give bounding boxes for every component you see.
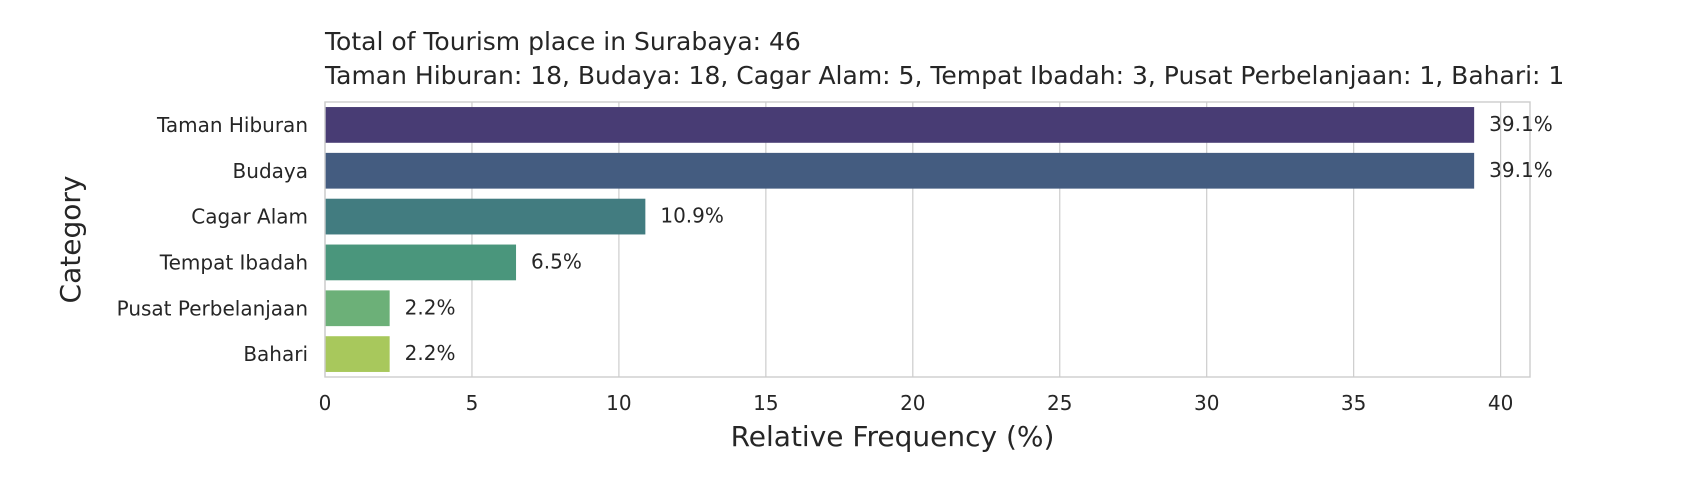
bar: [325, 244, 517, 281]
bar: [325, 290, 390, 327]
y-axis-label: Category: [54, 176, 87, 304]
x-tick-label: 35: [1341, 391, 1366, 415]
x-tick-label: 40: [1488, 391, 1513, 415]
bar: [325, 107, 1475, 143]
bar: [325, 336, 390, 372]
chart-title: Total of Tourism place in Surabaya: 46: [324, 27, 801, 56]
x-tick-label: 5: [466, 391, 479, 415]
data-label: 39.1%: [1489, 112, 1553, 136]
tick-layer: 0 5 10 15 20 25 30 35 40 Taman Hiburan Budaya Cagar…: [117, 113, 1514, 415]
chart-subtitle: Taman Hiburan: 18, Budaya: 18, Cagar Ala…: [324, 61, 1564, 90]
bar: [325, 198, 646, 235]
y-tick-label: Bahari: [243, 342, 308, 366]
y-tick-label: Tempat Ibadah: [159, 250, 308, 274]
data-label: 2.2%: [405, 295, 456, 319]
y-tick-label: Pusat Perbelanjaan: [117, 296, 308, 320]
data-label: 6.5%: [531, 249, 582, 273]
x-tick-label: 10: [606, 391, 631, 415]
data-label: 39.1%: [1489, 158, 1553, 182]
bar-layer: [325, 107, 1475, 372]
y-tick-label: Taman Hiburan: [156, 113, 308, 137]
data-label-layer: 39.1% 39.1% 10.9% 6.5% 2.2% 2.2%: [405, 112, 1553, 365]
data-label: 2.2%: [405, 341, 456, 365]
x-tick-label: 30: [1194, 391, 1219, 415]
x-tick-label: 20: [900, 391, 925, 415]
y-tick-label: Budaya: [233, 159, 308, 183]
y-tick-label: Cagar Alam: [191, 205, 308, 229]
bar: [325, 152, 1475, 189]
x-tick-label: 15: [753, 391, 778, 415]
x-axis-label: Relative Frequency (%): [731, 420, 1055, 453]
grid-layer: [324, 102, 1502, 377]
plot-frame: [324, 101, 1531, 378]
x-tick-label: 0: [319, 391, 332, 415]
data-label: 10.9%: [660, 204, 724, 228]
x-tick-label: 25: [1047, 391, 1072, 415]
